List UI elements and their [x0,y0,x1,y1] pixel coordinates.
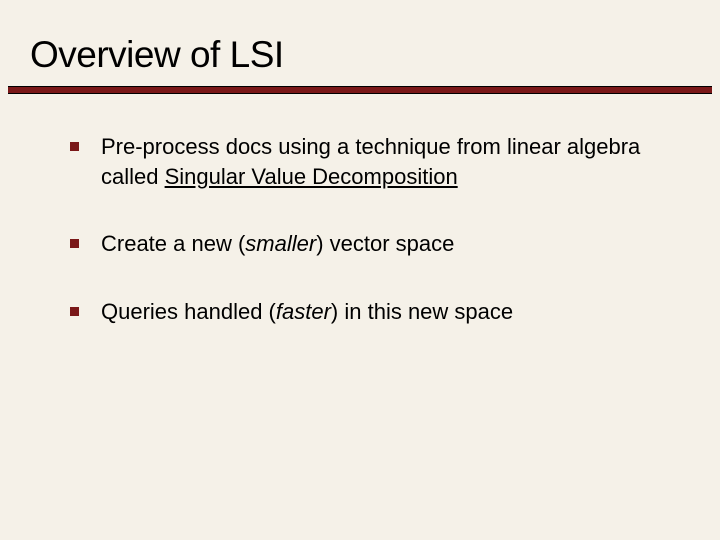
list-item: Queries handled (faster) in this new spa… [70,297,690,327]
title-divider [8,86,712,94]
slide-content: Pre-process docs using a technique from … [0,94,720,327]
text-segment: Create a new ( [101,231,245,256]
bullet-text: Create a new (smaller) vector space [101,229,690,259]
text-segment: Queries handled ( [101,299,276,324]
bullet-icon [70,239,79,248]
text-segment-underline: Singular Value Decomposition [165,164,458,189]
bullet-icon [70,142,79,151]
slide-title: Overview of LSI [30,34,690,76]
text-segment-italic: smaller [245,231,316,256]
bullet-icon [70,307,79,316]
text-segment: ) in this new space [331,299,513,324]
bullet-text: Queries handled (faster) in this new spa… [101,297,690,327]
slide: Overview of LSI Pre-process docs using a… [0,0,720,540]
text-segment-italic: faster [276,299,331,324]
list-item: Pre-process docs using a technique from … [70,132,690,191]
text-segment: ) vector space [316,231,454,256]
bullet-text: Pre-process docs using a technique from … [101,132,690,191]
list-item: Create a new (smaller) vector space [70,229,690,259]
title-area: Overview of LSI [0,0,720,84]
